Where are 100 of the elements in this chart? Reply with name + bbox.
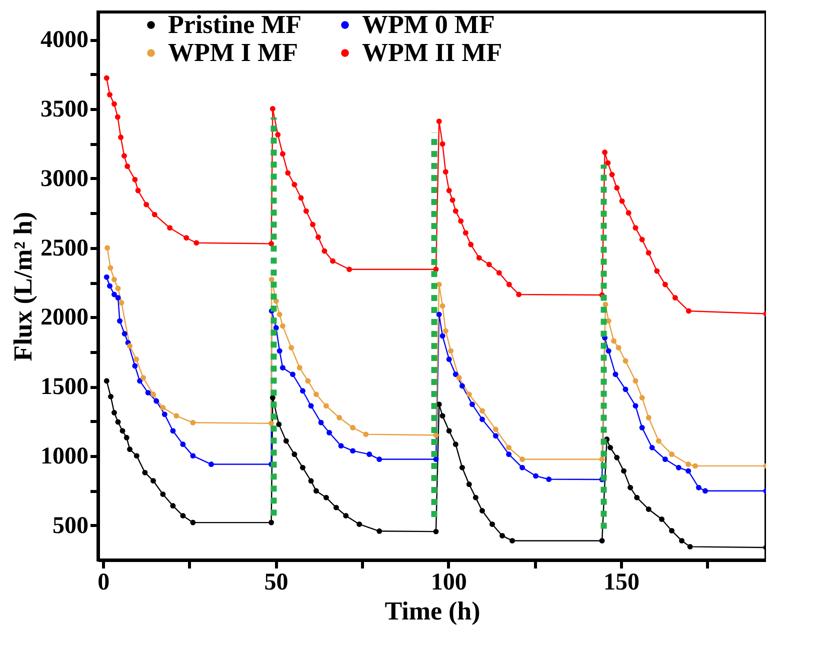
point — [275, 132, 281, 138]
point — [628, 484, 634, 490]
point — [310, 222, 316, 228]
point — [639, 424, 645, 430]
point — [639, 394, 645, 400]
point — [333, 504, 339, 510]
point — [646, 414, 652, 420]
y-tick-label: 2500 — [40, 235, 88, 262]
point — [606, 348, 612, 354]
point — [506, 444, 512, 450]
y-tick-label: 2000 — [40, 304, 88, 331]
point — [654, 268, 660, 274]
point — [669, 452, 674, 458]
point — [469, 402, 475, 408]
point — [599, 538, 605, 544]
point — [124, 434, 130, 440]
point — [466, 392, 472, 398]
point — [506, 282, 512, 288]
point — [350, 448, 356, 454]
point — [433, 456, 439, 462]
point — [111, 292, 117, 298]
legend-label: Pristine MF — [168, 10, 302, 39]
point — [448, 348, 454, 354]
point — [150, 392, 156, 398]
point — [137, 378, 143, 384]
point — [115, 419, 121, 425]
point — [338, 443, 344, 449]
point — [611, 338, 616, 344]
point — [114, 114, 120, 120]
point — [160, 492, 166, 497]
y-tick-label: 4000 — [40, 27, 88, 54]
point — [318, 420, 324, 426]
point — [104, 274, 110, 280]
point — [662, 282, 668, 288]
point — [626, 210, 632, 216]
point — [462, 230, 468, 236]
point — [672, 295, 678, 301]
point — [208, 462, 214, 468]
point — [356, 521, 362, 527]
point — [686, 462, 692, 468]
point — [108, 394, 114, 400]
point — [300, 388, 306, 394]
point — [268, 240, 274, 246]
point — [468, 242, 474, 248]
point — [676, 464, 682, 470]
point — [452, 208, 458, 214]
point — [280, 151, 286, 157]
point — [433, 528, 439, 534]
point — [614, 185, 620, 191]
point — [619, 198, 625, 204]
point — [292, 182, 298, 188]
x-tick-label: 50 — [264, 570, 288, 596]
point — [702, 488, 708, 494]
point — [696, 484, 702, 490]
point — [656, 438, 662, 444]
point — [111, 276, 117, 282]
y-tick-label: 500 — [52, 512, 88, 539]
point — [120, 428, 126, 434]
point — [376, 456, 382, 462]
point — [280, 364, 286, 370]
point — [459, 383, 465, 389]
point — [288, 345, 294, 350]
point — [280, 323, 286, 329]
point — [118, 134, 124, 140]
x-axis-title: Time (h) — [384, 596, 480, 626]
point — [300, 464, 306, 470]
point — [111, 101, 117, 107]
point — [436, 402, 442, 408]
point — [452, 372, 458, 378]
point — [118, 300, 124, 306]
point — [621, 468, 627, 474]
point — [632, 378, 638, 384]
point — [132, 176, 138, 182]
point — [605, 160, 611, 166]
point — [326, 430, 332, 436]
point — [376, 528, 382, 534]
point — [436, 312, 442, 318]
point — [313, 488, 319, 494]
point — [276, 312, 282, 318]
point — [350, 424, 356, 430]
point — [466, 482, 472, 487]
point — [115, 295, 121, 301]
point — [506, 452, 512, 458]
point — [142, 470, 148, 476]
point — [308, 478, 314, 484]
point — [316, 234, 321, 240]
point — [145, 390, 151, 396]
point — [649, 444, 655, 450]
point — [646, 250, 652, 256]
point — [343, 513, 349, 518]
point — [486, 262, 492, 268]
point — [646, 506, 652, 512]
point — [124, 164, 130, 170]
legend-label: WPM I MF — [168, 38, 298, 67]
point — [686, 308, 692, 314]
y-tick-label: 3500 — [40, 96, 88, 123]
point — [634, 494, 640, 500]
point — [104, 75, 110, 81]
point — [276, 422, 282, 428]
point — [459, 464, 465, 470]
